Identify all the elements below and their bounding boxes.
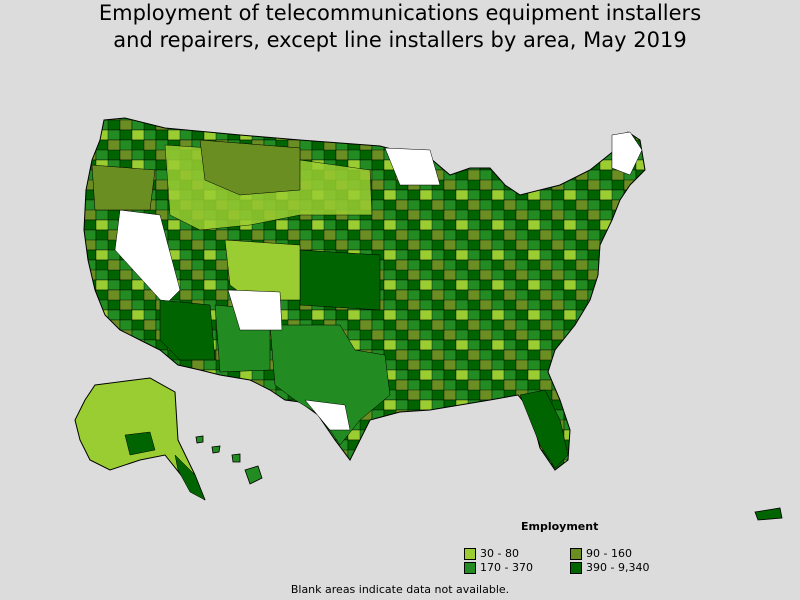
legend-item-170-370: 170 - 370	[464, 561, 533, 574]
legend-swatch-30-80	[464, 547, 476, 560]
region-oregon	[91, 164, 156, 211]
alaska-panhandle	[174, 454, 206, 501]
alaska-south-dark	[124, 431, 156, 456]
hawaii-maui	[231, 453, 241, 463]
region-north-minnesota-blank	[384, 147, 441, 186]
legend-title: Employment	[521, 520, 599, 533]
footnote: Blank areas indicate data not available.	[290, 583, 510, 596]
region-arizona	[159, 299, 216, 361]
region-texas	[269, 324, 391, 446]
puerto-rico	[754, 507, 783, 521]
legend-label-30-80: 30 - 80	[480, 547, 519, 560]
legend-swatch-90-160	[570, 547, 582, 560]
region-texas-blank	[304, 399, 351, 431]
legend-label-170-370: 170 - 370	[480, 561, 533, 574]
legend-item-30-80: 30 - 80	[464, 547, 519, 560]
legend-swatch-390-9340	[570, 561, 582, 574]
legend-swatch-170-370	[464, 561, 476, 574]
chart-title: Employment of telecommunications equipme…	[0, 0, 800, 54]
hawaii-oahu	[211, 445, 221, 454]
region-nevada-blank	[114, 209, 181, 306]
title-line-1: Employment of telecommunications equipme…	[98, 1, 702, 25]
legend-item-90-160: 90 - 160	[570, 547, 632, 560]
region-central-plains	[299, 249, 381, 311]
region-florida	[519, 389, 569, 469]
region-montana	[199, 139, 301, 196]
region-maine	[611, 131, 643, 176]
hawaii-kauai	[195, 435, 204, 444]
legend-label-390-9340: 390 - 9,340	[586, 561, 650, 574]
legend-label-90-160: 90 - 160	[586, 547, 632, 560]
title-line-2: and repairers, except line installers by…	[113, 28, 687, 52]
legend-item-390-9340: 390 - 9,340	[570, 561, 649, 574]
region-utah-blank	[227, 289, 283, 331]
hawaii-big-island	[244, 465, 263, 485]
